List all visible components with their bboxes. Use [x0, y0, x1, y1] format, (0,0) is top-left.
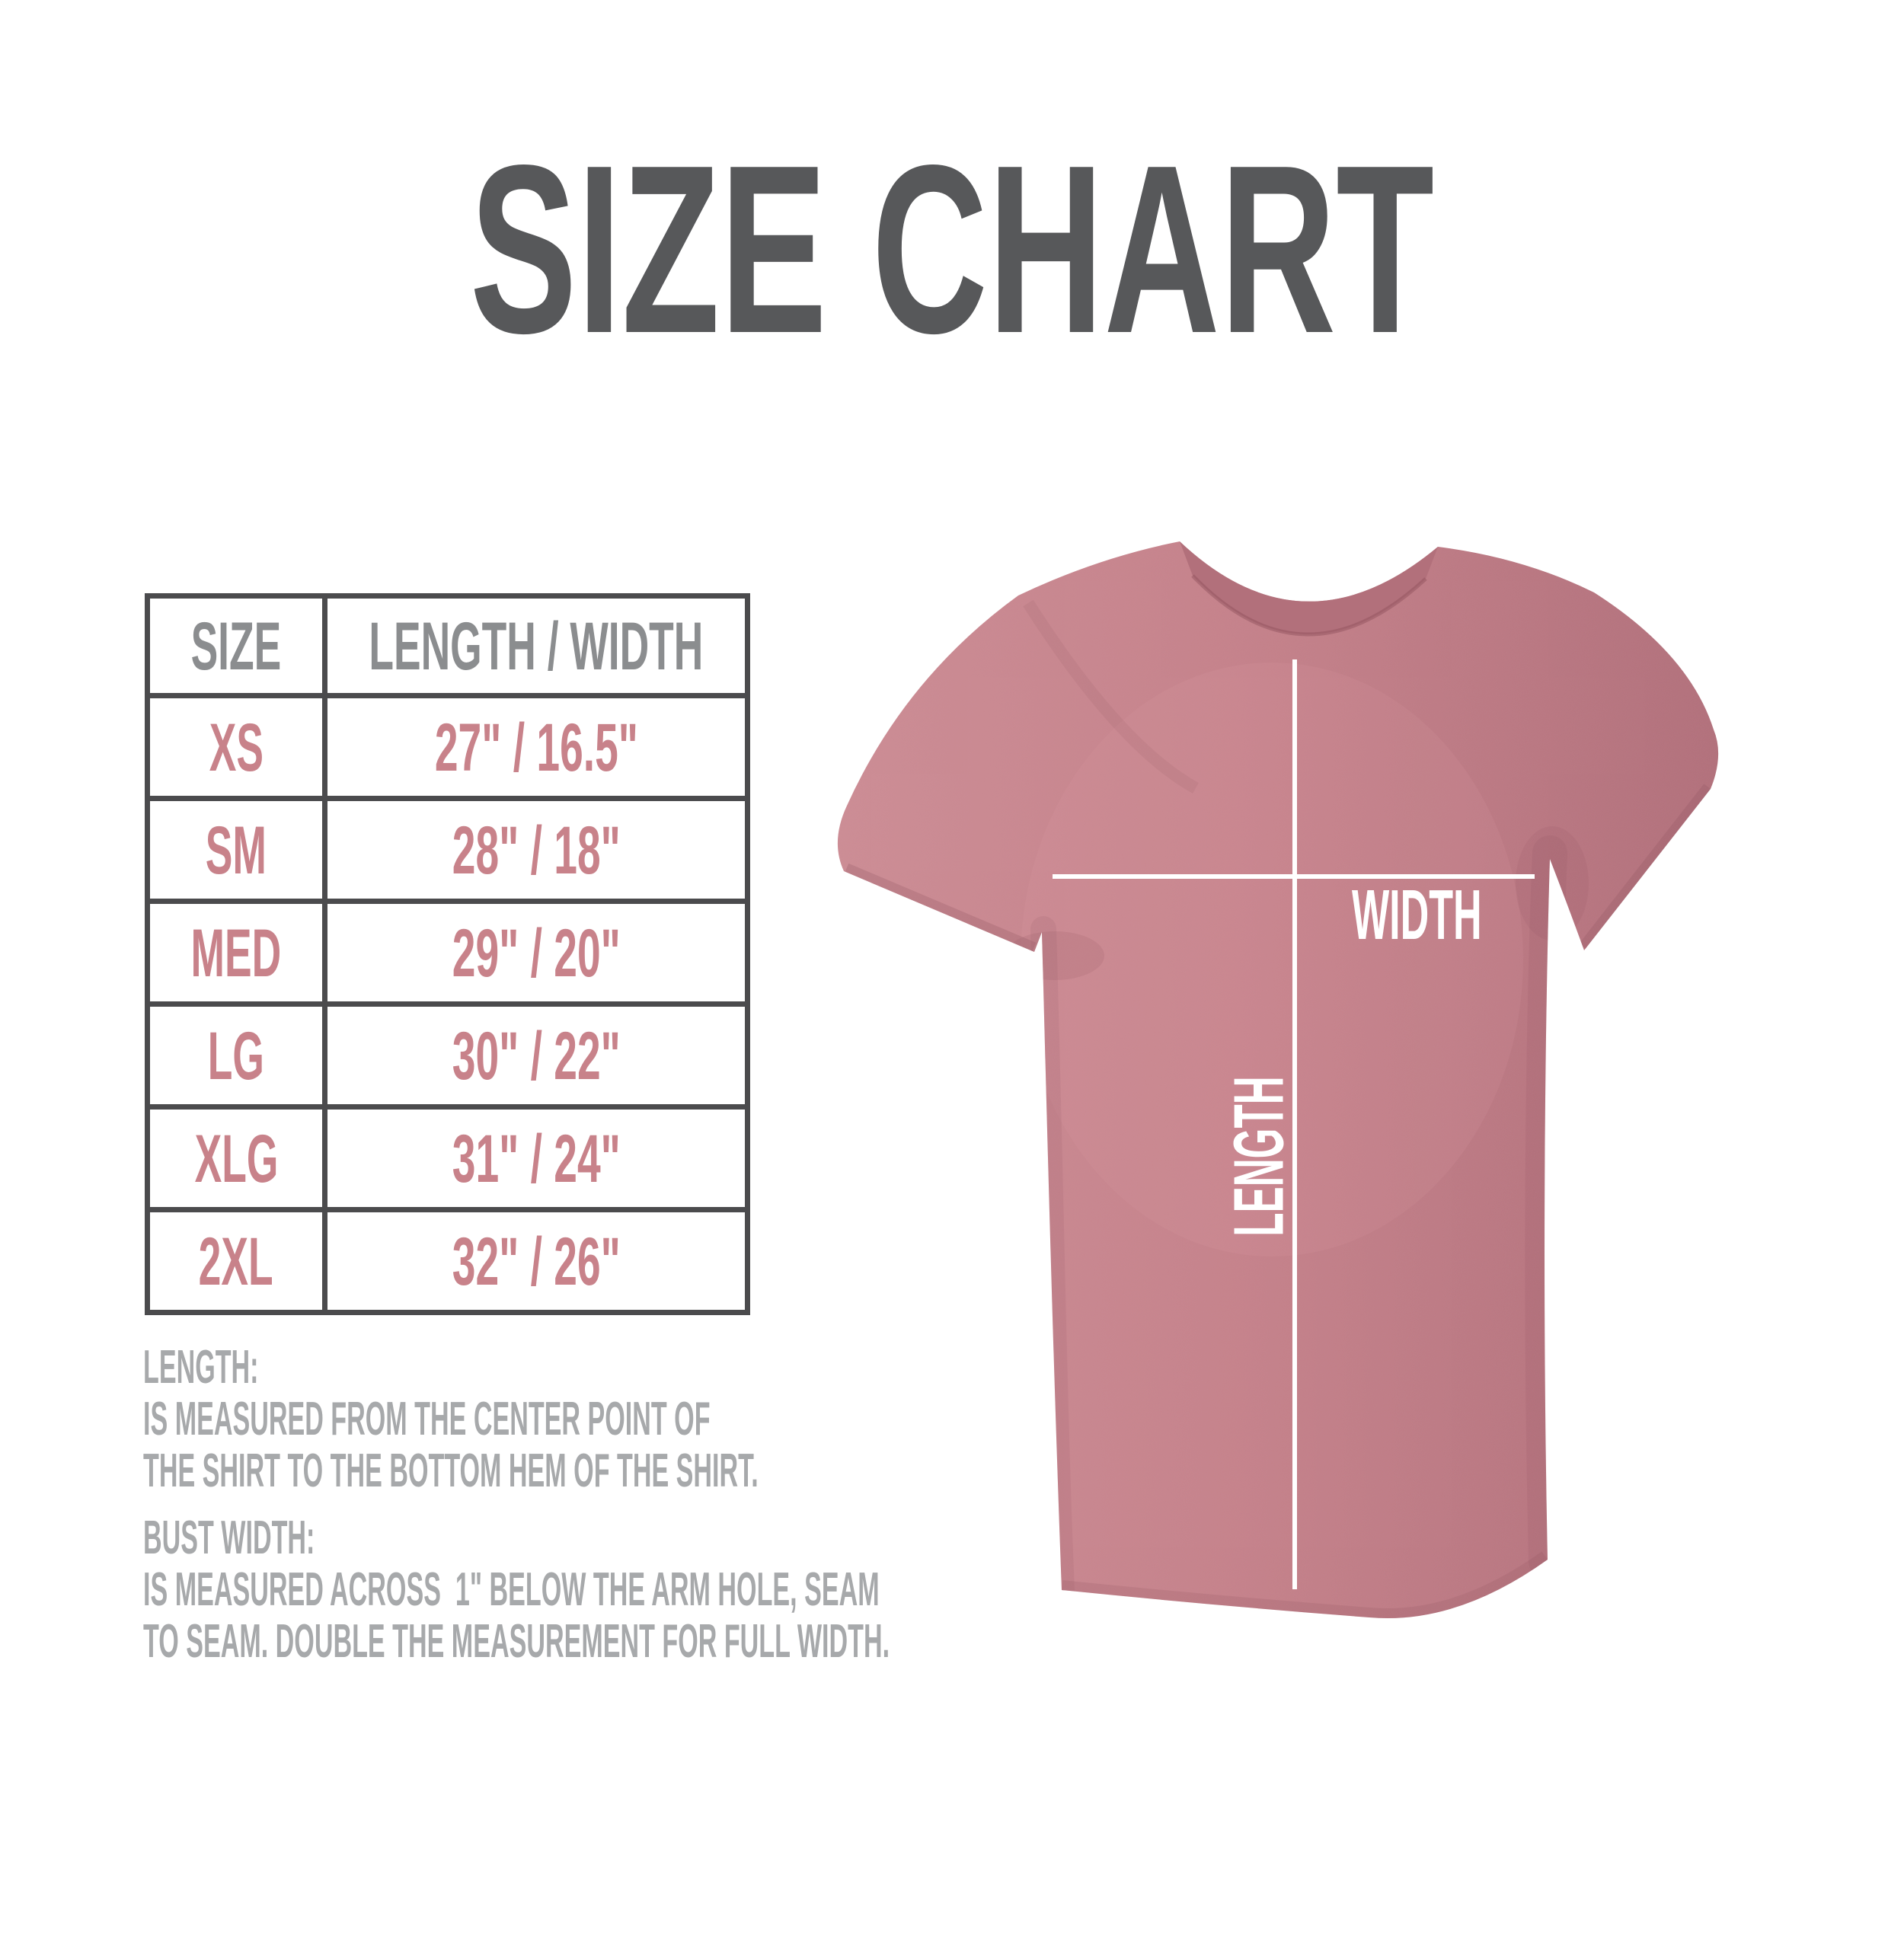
column-header-size: SIZE: [150, 599, 322, 693]
size-label: MED: [190, 914, 282, 991]
size-cell-xs: XS: [150, 698, 322, 796]
value-cell-xs: 27" / 16.5": [327, 698, 745, 796]
collar-band: [1180, 541, 1438, 635]
length-label: LENGTH: [1219, 1075, 1299, 1237]
note-heading: LENGTH:: [143, 1341, 259, 1394]
size-cell-med: MED: [150, 904, 322, 1001]
measurement-value: 31" / 24": [452, 1119, 621, 1196]
note-heading: BUST WIDTH:: [143, 1512, 315, 1564]
measurement-value: 32" / 26": [452, 1222, 621, 1299]
width-label: WIDTH: [1352, 875, 1482, 954]
size-cell-sm: SM: [150, 801, 322, 899]
size-label: 2XL: [199, 1222, 273, 1299]
tshirt-image: [837, 541, 1719, 1619]
value-cell-lg: 30" / 22": [327, 1007, 745, 1104]
note-line: THE SHIRT TO THE BOTTOM HEM OF THE SHIRT…: [143, 1445, 759, 1497]
measurement-value: 30" / 22": [452, 1017, 621, 1094]
size-cell-xlg: XLG: [150, 1110, 322, 1207]
size-table: SIZE LENGTH / WIDTH XS 27" / 16.5" SM 28…: [145, 593, 750, 1315]
value-cell-sm: 28" / 18": [327, 801, 745, 899]
note-line: IS MEASURED ACROSS 1" BELOW THE ARM HOLE…: [143, 1563, 880, 1616]
measurement-value: 28" / 18": [452, 811, 621, 888]
value-cell-2xl: 32" / 26": [327, 1212, 745, 1310]
size-cell-lg: LG: [150, 1007, 322, 1104]
size-label: XLG: [194, 1119, 278, 1196]
measurement-value: 27" / 16.5": [434, 708, 638, 785]
value-cell-xlg: 31" / 24": [327, 1110, 745, 1207]
length-note: LENGTH: IS MEASURED FROM THE CENTER POIN…: [143, 1342, 1171, 1497]
tshirt-diagram: WIDTH LENGTH: [800, 426, 1790, 1645]
column-header-size-label: SIZE: [190, 607, 282, 684]
note-line: TO SEAM. DOUBLE THE MEASUREMENT FOR FULL…: [143, 1615, 890, 1668]
measurement-value: 29" / 20": [452, 914, 621, 991]
size-label: XS: [209, 708, 264, 785]
size-label: SM: [205, 811, 267, 888]
size-cell-2xl: 2XL: [150, 1212, 322, 1310]
value-cell-med: 29" / 20": [327, 904, 745, 1001]
page-title: SIZE CHART: [469, 115, 1435, 383]
bust-width-note: BUST WIDTH: IS MEASURED ACROSS 1" BELOW …: [143, 1512, 1171, 1668]
size-label: LG: [207, 1017, 265, 1094]
note-line: IS MEASURED FROM THE CENTER POINT OF: [143, 1393, 711, 1445]
length-measure-line: [1292, 659, 1297, 1589]
width-measure-line: [1053, 874, 1535, 879]
measurement-notes: LENGTH: IS MEASURED FROM THE CENTER POIN…: [143, 1342, 1171, 1668]
column-header-length-width: LENGTH / WIDTH: [327, 599, 745, 693]
column-header-length-width-label: LENGTH / WIDTH: [369, 607, 704, 684]
